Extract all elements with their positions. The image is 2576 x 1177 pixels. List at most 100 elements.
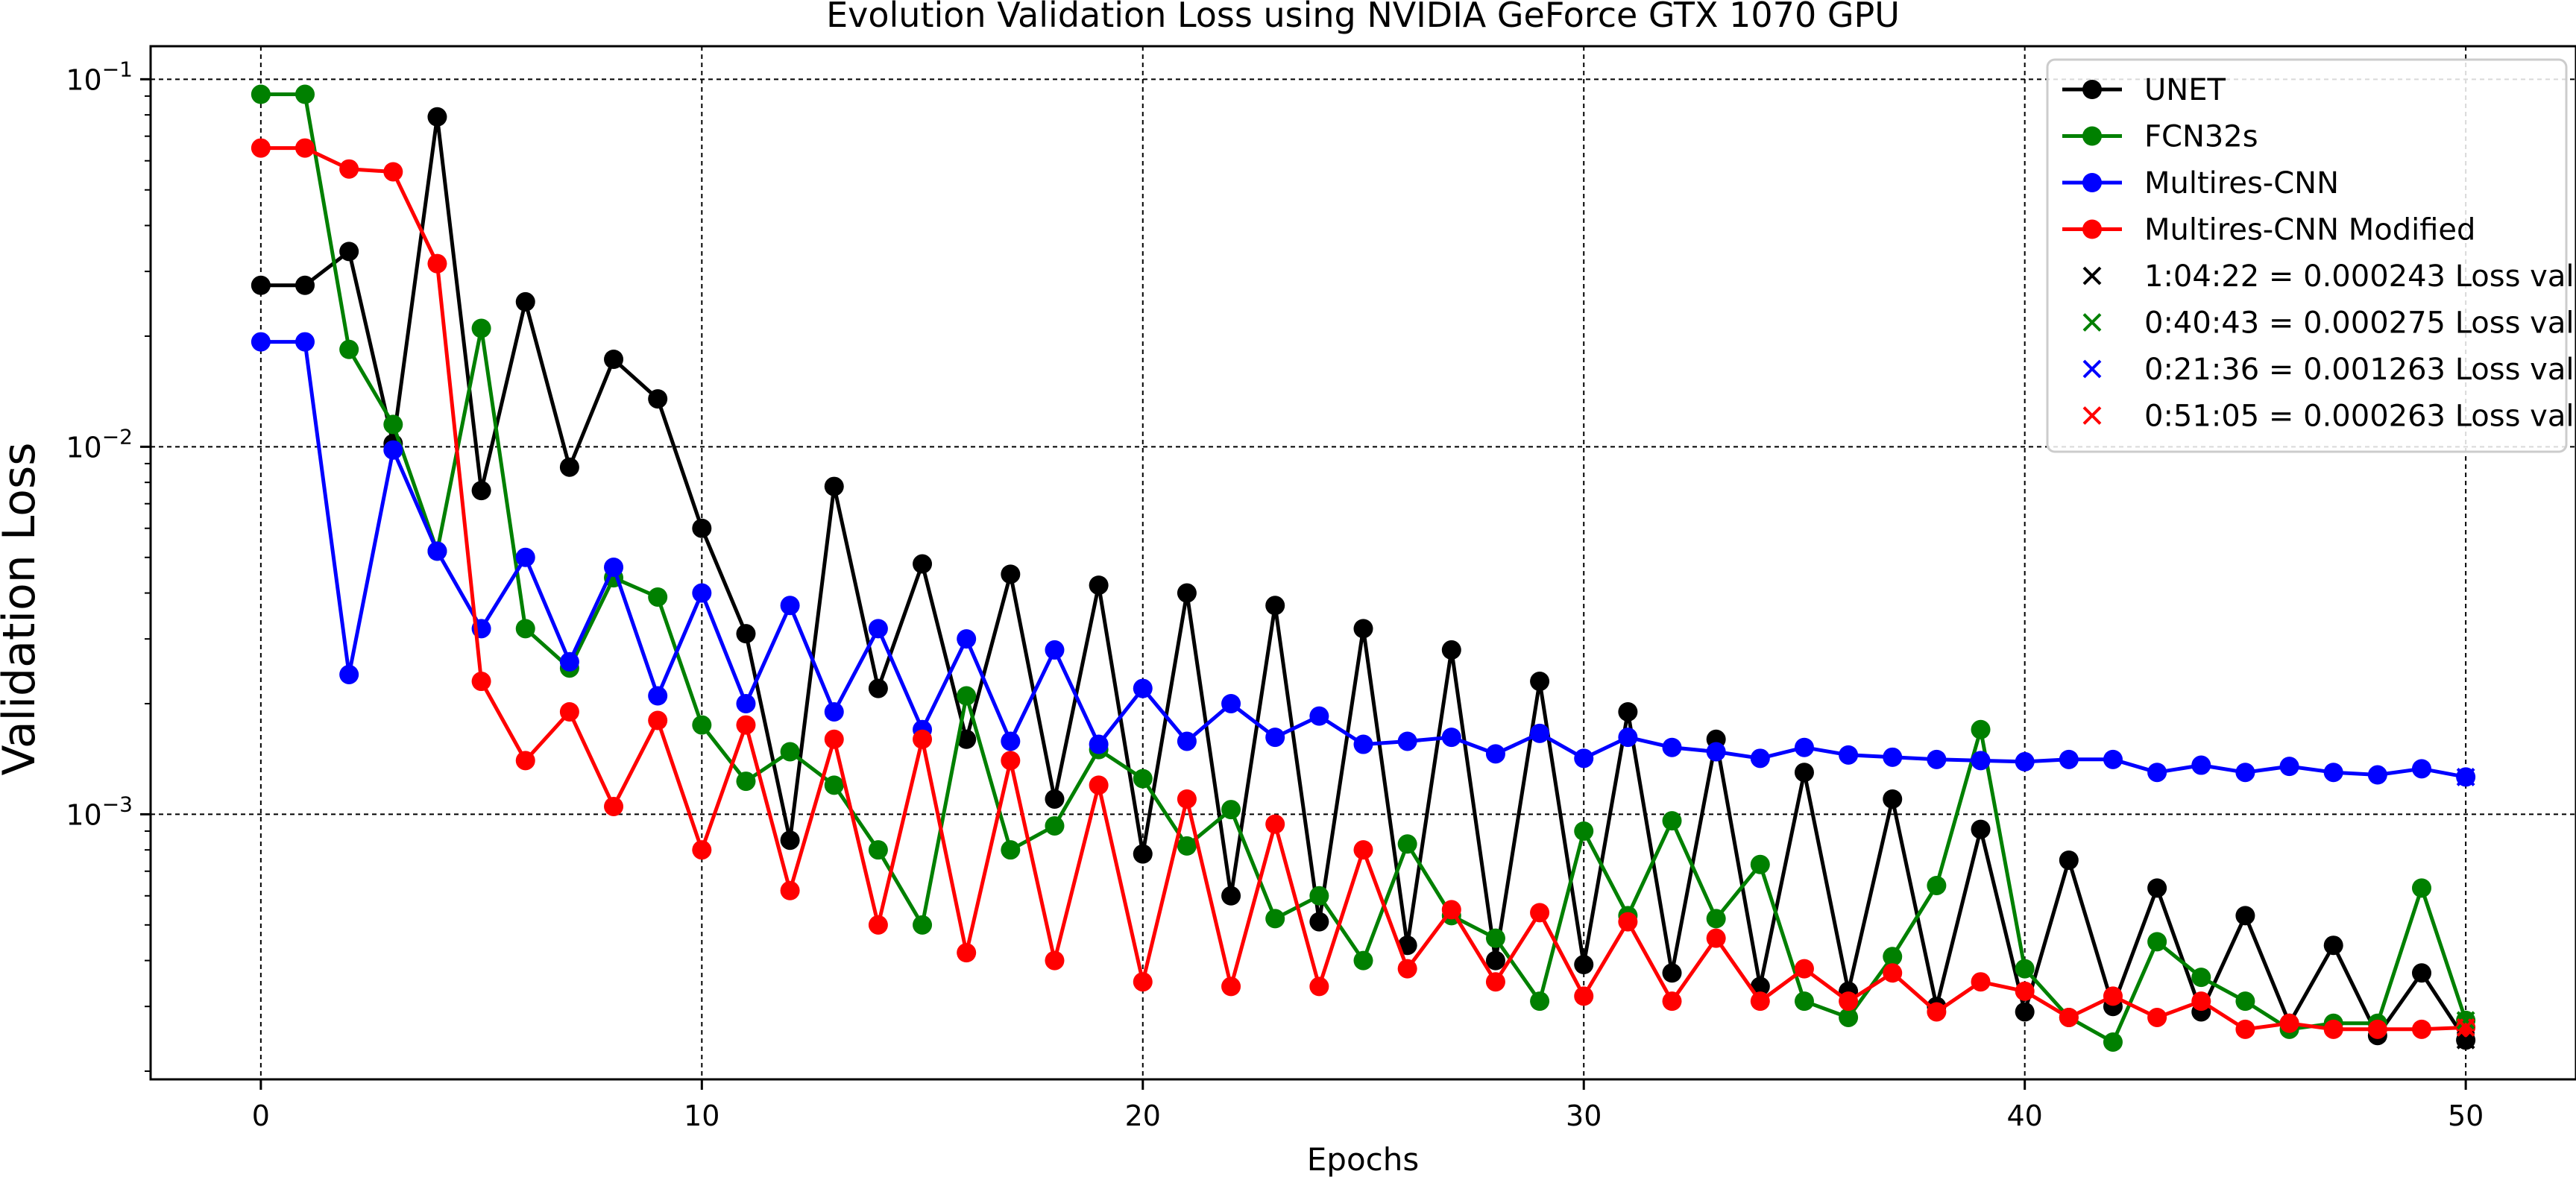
data-point-multires-cnn-modified [1045,950,1065,971]
data-point-multires-cnn-modified [824,729,844,749]
data-point-multires-cnn [2191,755,2211,775]
legend-label: 1:04:22 = 0.000243 Loss val [2144,259,2574,294]
data-point-multires-cnn-modified [913,729,933,749]
data-point-multires-cnn-modified [339,159,359,179]
data-point-multires-cnn-modified [1971,972,1991,992]
legend-x-icon [2082,313,2102,332]
data-point-multires-cnn-modified [1353,840,1373,860]
data-point-unet [648,389,668,409]
data-point-fcn32s [1706,909,1726,929]
data-point-multires-cnn-modified [2323,1019,2343,1039]
legend-label: UNET [2144,73,2226,107]
data-point-fcn32s [1397,834,1417,854]
data-point-fcn32s [957,686,977,706]
data-point-multires-cnn [559,651,579,672]
legend-dot-multires-cnn-modified [2082,219,2102,239]
data-point-multires-cnn-modified [780,880,800,900]
data-point-unet [1971,819,1991,839]
final-marker [2456,767,2475,786]
data-point-fcn32s [736,771,756,792]
marker-stroke [2456,1011,2475,1030]
data-point-multires-cnn-modified [1794,959,1814,979]
legend-x-icon [2082,359,2102,379]
data-point-multires-cnn-modified [2411,1019,2431,1039]
data-point-fcn32s [1927,875,1947,895]
data-point-fcn32s [1883,947,1903,967]
chart-title: Evolution Validation Loss using NVIDIA G… [826,0,1900,35]
x-axis-title: Epochs [1307,1141,1420,1177]
data-point-fcn32s [2015,959,2035,979]
legend-x-icon [2082,406,2102,425]
data-point-multires-cnn-modified [471,672,491,692]
x-tick-label: 20 [1125,1099,1161,1132]
data-point-multires-cnn [1265,728,1285,748]
x-tick-label: 40 [2007,1099,2043,1132]
legend-box [2046,58,2568,453]
data-point-unet [1794,763,1814,783]
data-point-multires-cnn-modified [2279,1013,2299,1033]
data-point-multires-cnn-modified [1839,991,1859,1012]
data-point-multires-cnn-modified [2015,981,2035,1001]
data-point-multires-cnn [1839,745,1859,765]
data-point-multires-cnn-modified [1221,976,1241,997]
data-point-multires-cnn [868,619,888,639]
data-point-unet [1309,912,1329,932]
x-tick-label: 50 [2448,1099,2484,1132]
data-point-multires-cnn [2367,765,2387,785]
x-tick-label: 30 [1566,1099,1602,1132]
data-point-multires-cnn-modified [2059,1007,2079,1027]
data-point-fcn32s [913,915,933,935]
data-point-unet [295,275,315,295]
legend-dot-fcn32s [2082,126,2102,146]
data-point-unet [780,830,800,851]
data-point-multires-cnn-modified [559,701,579,722]
data-point-multires-cnn-modified [1309,976,1329,997]
data-point-multires-cnn [1530,723,1550,743]
data-point-multires-cnn [515,547,535,567]
data-point-fcn32s [2235,991,2255,1012]
data-point-fcn32s [1839,1007,1859,1027]
data-point-multires-cnn-modified [2367,1019,2387,1039]
data-point-fcn32s [2191,968,2211,988]
data-point-fcn32s [471,318,491,338]
data-point-multires-cnn-modified [1750,991,1770,1012]
data-point-multires-cnn-modified [1574,986,1594,1006]
x-tick-label: 0 [252,1099,270,1132]
data-point-fcn32s [780,742,800,762]
marker-stroke [2456,1017,2475,1037]
data-point-multires-cnn [1971,751,1991,771]
data-point-multires-cnn [427,541,447,561]
data-point-unet [824,476,844,496]
data-point-multires-cnn-modified [1706,928,1726,948]
data-point-fcn32s [1971,719,1991,739]
legend-label: 0:40:43 = 0.000275 Loss val [2144,306,2574,341]
data-point-multires-cnn [2411,759,2431,779]
data-point-multires-cnn-modified [1662,991,1682,1012]
data-point-unet [1265,596,1285,616]
y-tick-label: 10−3 [66,792,133,831]
data-point-unet [692,518,712,538]
final-marker [2456,1011,2475,1030]
data-point-multires-cnn-modified [251,138,271,158]
data-point-unet [2015,1002,2035,1022]
data-point-unet [1662,963,1682,983]
data-point-unet [604,349,624,369]
data-point-multires-cnn [1662,737,1682,757]
data-point-multires-cnn [1441,728,1461,748]
data-point-unet [1221,886,1241,906]
data-point-multires-cnn-modified [2103,986,2123,1006]
data-point-fcn32s [1221,800,1241,820]
data-point-multires-cnn [736,693,756,713]
data-point-fcn32s [648,587,668,607]
data-point-unet [2059,850,2079,870]
data-point-fcn32s [1045,815,1065,836]
legend-label: 0:21:36 = 0.001263 Loss val [2144,353,2574,387]
data-point-multires-cnn [1750,748,1770,769]
legend-dot-multires-cnn [2082,173,2102,192]
data-point-multires-cnn [383,440,403,460]
data-point-multires-cnn-modified [1177,789,1197,809]
data-point-multires-cnn [957,629,977,649]
data-point-multires-cnn [1706,742,1726,762]
data-point-fcn32s [2103,1032,2123,1052]
